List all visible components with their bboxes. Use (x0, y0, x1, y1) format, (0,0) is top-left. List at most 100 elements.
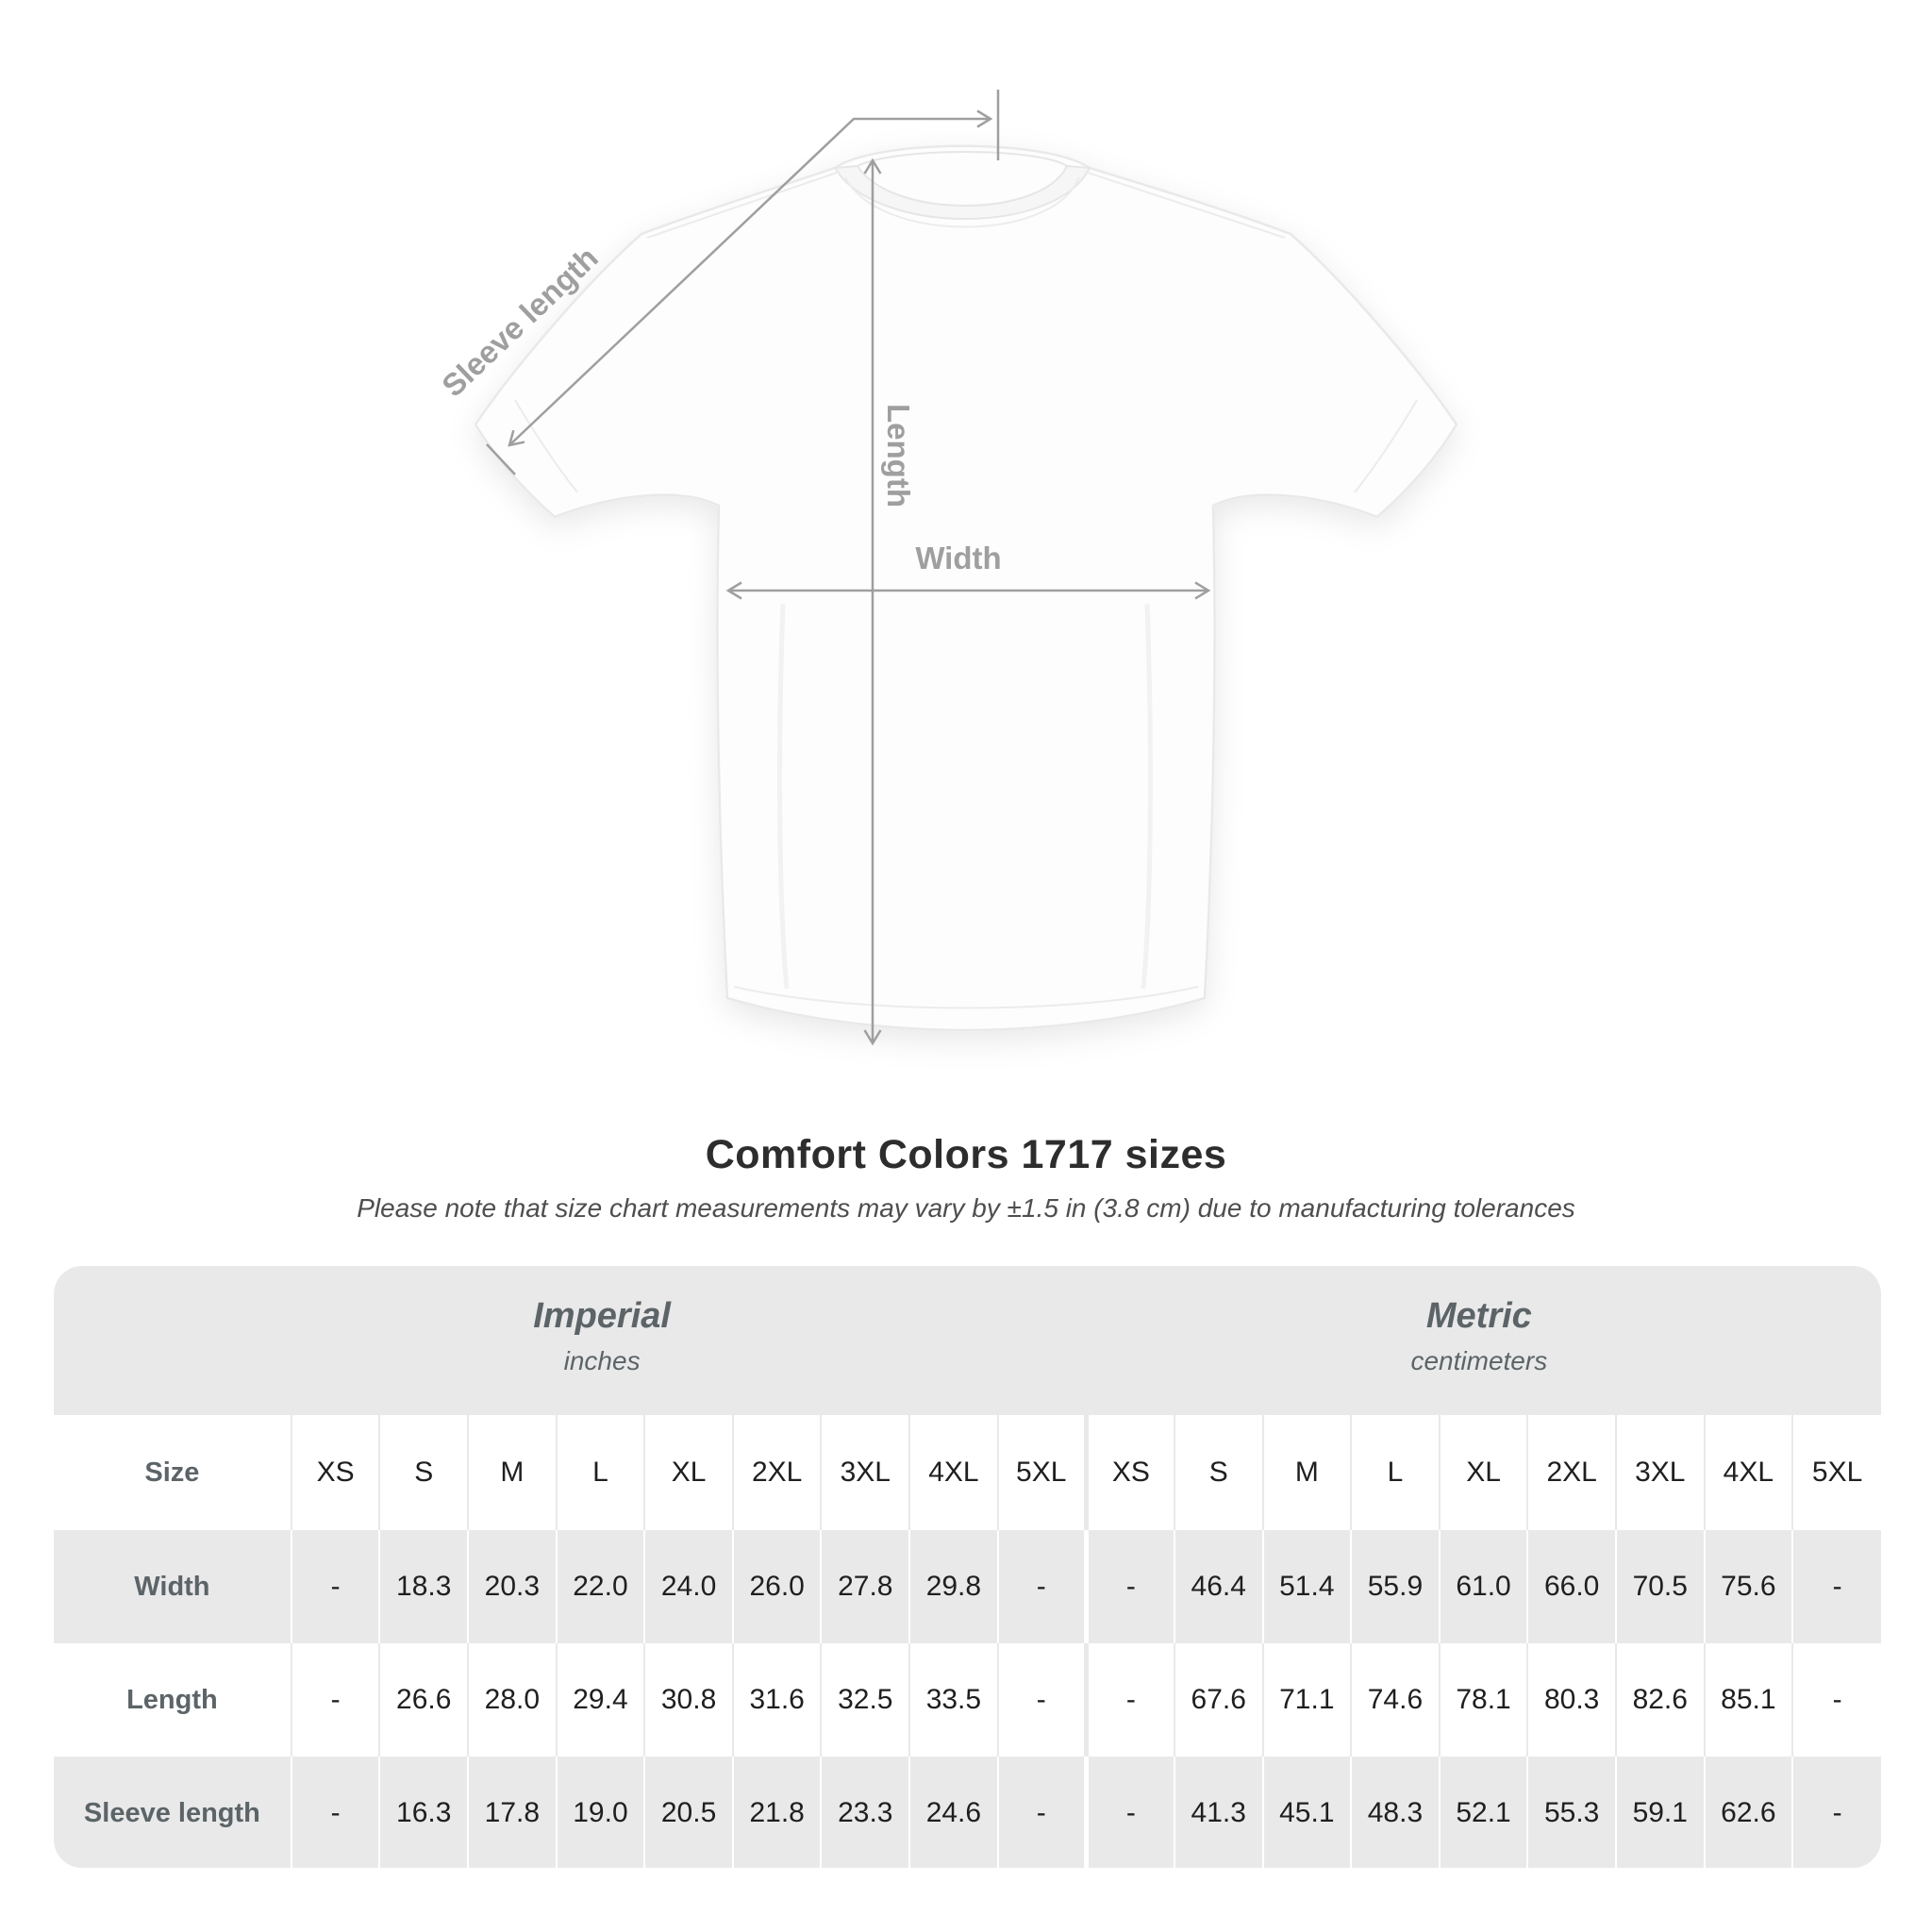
hem-seam (733, 986, 1199, 1009)
metric-value-cell: - (1832, 1571, 1842, 1602)
metric-value-cell: 55.3 (1527, 1757, 1617, 1868)
imperial-value-cell: 19.0 (556, 1757, 646, 1868)
fold-shading-right (1141, 603, 1153, 990)
size-col-imperial-5xl: 5XL (997, 1415, 1089, 1530)
metric-value-cell: 61.0 (1439, 1530, 1529, 1643)
size-col-imperial-l: L (556, 1415, 646, 1530)
size-col-metric-2xl: 2XL (1527, 1415, 1617, 1530)
imperial-value-cell: - (997, 1530, 1089, 1643)
size-col-imperial-4xl: 4XL (909, 1415, 999, 1530)
imperial-value-cell: 27.8 (821, 1530, 911, 1643)
size-col-metric-l: L (1351, 1415, 1441, 1530)
sleeve-end-tick (486, 443, 516, 475)
size-col-imperial-2xl: 2XL (732, 1415, 823, 1530)
right-shoulder-seam (1084, 171, 1286, 239)
metric-value-cell: 55.9 (1351, 1530, 1441, 1643)
imperial-value-cell: 24.0 (644, 1530, 734, 1643)
imperial-label: Imperial (533, 1296, 671, 1336)
metric-value-cell: 78.1 (1439, 1643, 1529, 1757)
size-header-row: Size XS S M L XL 2XL 3XL 4XL 5XL XS S M L XL 2XL 3XL 4XL… (54, 1415, 1881, 1530)
imperial-value-cell: 32.5 (821, 1643, 911, 1757)
metric-value-cell: 48.3 (1351, 1757, 1441, 1868)
imperial-value-cell: 17.8 (468, 1757, 558, 1868)
tshirt-body (474, 144, 1458, 1032)
imperial-value-cell: 26.6 (379, 1643, 470, 1757)
metric-value-cell: 51.4 (1262, 1530, 1353, 1643)
metric-value-cell: 66.0 (1527, 1530, 1617, 1643)
metric-value-cell: 74.6 (1351, 1643, 1441, 1757)
size-col-metric-m: M (1262, 1415, 1353, 1530)
sleeve-length-arrow (508, 109, 993, 447)
size-col-metric-4xl: 4XL (1704, 1415, 1794, 1530)
imperial-value-cell: 33.5 (909, 1643, 999, 1757)
size-table: Size XS S M L XL 2XL 3XL 4XL 5XL XS S M L XL 2XL 3XL 4XL… (54, 1415, 1881, 1868)
metric-value-cell: 75.6 (1704, 1530, 1794, 1643)
imperial-value-cell: 28.0 (468, 1643, 558, 1757)
size-col-imperial-xl: XL (644, 1415, 734, 1530)
metric-value-cell: 70.5 (1615, 1530, 1706, 1643)
imperial-value-cell: 23.3 (821, 1757, 911, 1868)
row-label-length: Length (54, 1643, 292, 1757)
metric-value-cell: 82.6 (1615, 1643, 1706, 1757)
metric-value-cell: - (1086, 1757, 1175, 1868)
imperial-value-cell: 18.3 (379, 1530, 470, 1643)
metric-value-cell: - (1086, 1530, 1175, 1643)
imperial-value-cell: 16.3 (379, 1757, 470, 1868)
tolerance-note: Please note that size chart measurements… (357, 1193, 1575, 1223)
metric-value-cell: 59.1 (1615, 1757, 1706, 1868)
imperial-value-cell: 31.6 (732, 1643, 823, 1757)
imperial-group-header: Imperial inches (273, 1266, 930, 1415)
metric-value-cell: 41.3 (1174, 1757, 1264, 1868)
imperial-value-cell: 20.5 (644, 1757, 734, 1868)
length-label: Length (881, 404, 916, 508)
imperial-value-cell: 20.3 (468, 1530, 558, 1643)
metric-group-header: Metric centimeters (1077, 1266, 1881, 1415)
size-chart-container: Imperial inches Metric centimeters Size (54, 1266, 1881, 1868)
size-col-imperial-3xl: 3XL (821, 1415, 911, 1530)
metric-value-cell: 67.6 (1174, 1643, 1264, 1757)
imperial-value-cell: 26.0 (732, 1530, 823, 1643)
imperial-value-cell: 24.6 (909, 1757, 999, 1868)
tshirt-graphic (474, 144, 1458, 1032)
size-col-metric-s: S (1174, 1415, 1264, 1530)
imperial-value-cell: 29.4 (556, 1643, 646, 1757)
metric-value-cell: - (1086, 1643, 1175, 1757)
heading-block: Comfort Colors 1717 sizes Please note th… (0, 1132, 1932, 1224)
imperial-value-cell: - (291, 1530, 381, 1643)
size-col-metric-xl: XL (1439, 1415, 1529, 1530)
imperial-value-cell: 29.8 (909, 1530, 999, 1643)
measure-row: Sleeve length -16.3 17.8 19.0 20.5 21.8 23.3 2… (54, 1757, 1881, 1868)
tshirt-measurement-diagram: Sleeve length Length Width (435, 90, 1458, 1046)
metric-value-cell: 46.4 (1174, 1530, 1264, 1643)
width-label: Width (915, 541, 1001, 575)
size-col-imperial-m: M (468, 1415, 558, 1530)
fold-shading-left (777, 603, 790, 990)
page-title: Comfort Colors 1717 sizes (705, 1132, 1227, 1177)
size-header-label: Size (54, 1415, 292, 1530)
size-col-metric-xs: XS (1086, 1415, 1175, 1530)
metric-label: Metric (1425, 1296, 1532, 1336)
metric-value-cell: 71.1 (1262, 1643, 1353, 1757)
size-table-wrap: Size XS S M L XL 2XL 3XL 4XL 5XL XS S M L XL 2XL 3XL 4XL… (54, 1415, 1881, 1868)
imperial-value-cell: - (291, 1757, 381, 1868)
metric-value-cell: 52.1 (1439, 1757, 1529, 1868)
imperial-value-cell: - (997, 1643, 1089, 1757)
imperial-value-cell: 21.8 (732, 1757, 823, 1868)
metric-value-cell: 45.1 (1262, 1757, 1353, 1868)
size-col-imperial-xs: XS (291, 1415, 381, 1530)
row-label-width: Width (54, 1530, 292, 1643)
metric-value-cell: - (1832, 1684, 1842, 1715)
measure-row: Width -18.3 20.3 22.0 24.0 26.0 27.8 29.8- -46.… (54, 1530, 1881, 1643)
row-label-sleeve-length: Sleeve length (54, 1757, 292, 1868)
metric-value-cell: - (1832, 1797, 1842, 1828)
size-col-metric-5xl: 5XL (1811, 1457, 1863, 1488)
size-col-imperial-s: S (379, 1415, 470, 1530)
imperial-value-cell: 22.0 (556, 1530, 646, 1643)
right-cuff-seam (1354, 399, 1418, 493)
measure-row: Length -26.6 28.0 29.4 30.8 31.6 32.5 33.5- -67… (54, 1643, 1881, 1757)
imperial-value-cell: 30.8 (644, 1643, 734, 1757)
metric-value-cell: 85.1 (1704, 1643, 1794, 1757)
imperial-value-cell: - (291, 1643, 381, 1757)
metric-value-cell: 80.3 (1527, 1643, 1617, 1757)
